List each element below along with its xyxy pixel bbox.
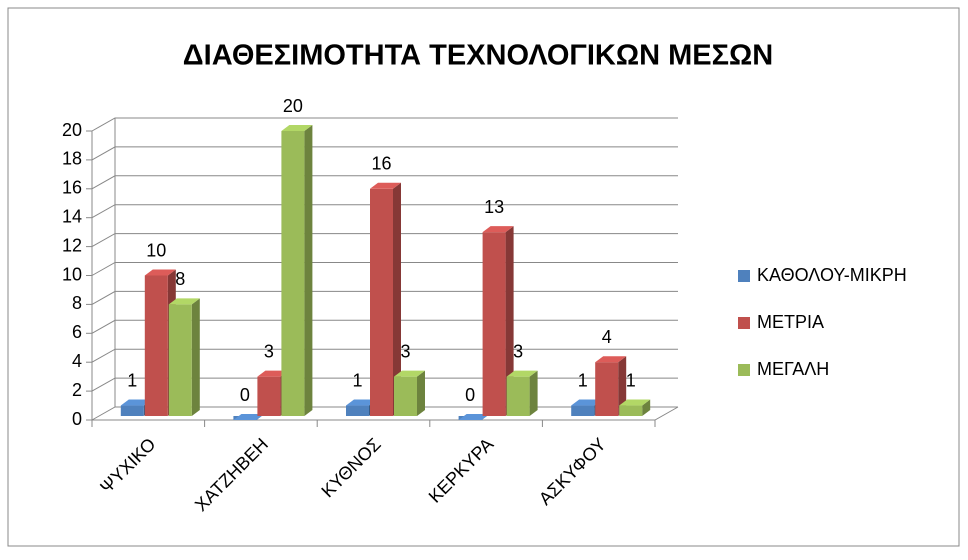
y-tick-label: 14 [62, 206, 82, 226]
bar-top [595, 356, 627, 363]
y-tick-label: 20 [62, 120, 82, 140]
bar-top [482, 226, 514, 233]
bar [595, 356, 627, 416]
bar-front [619, 405, 643, 416]
bar-top [281, 125, 313, 131]
y-tick-label: 10 [62, 264, 82, 284]
bar-top [257, 370, 289, 377]
bar-top [571, 399, 603, 406]
y-tick-label: 6 [72, 322, 82, 342]
bar-top [233, 414, 265, 420]
bar [281, 125, 313, 416]
y-tick-label: 8 [72, 293, 82, 313]
data-label: 0 [240, 385, 250, 405]
bar [370, 182, 401, 416]
y-tick-label: 12 [62, 235, 82, 255]
bar-front [168, 304, 192, 416]
bar-side [393, 182, 401, 416]
data-label: 3 [400, 341, 410, 361]
bar-front [257, 376, 281, 416]
bar-front [281, 131, 305, 416]
bar-front [144, 275, 168, 416]
legend-label: ΜΕΓΑΛΗ [757, 359, 829, 379]
bar-top [458, 414, 490, 420]
bar-top [168, 298, 200, 305]
chart-title: ΔΙΑΘΕΣΙΜΟΤΗΤΑ ΤΕΧΝΟΛΟΓΙΚΩΝ ΜΕΣΩΝ [183, 40, 773, 72]
y-tick-label: 18 [62, 149, 82, 169]
data-label: 0 [465, 385, 475, 405]
bar-top [506, 370, 538, 377]
data-label: 3 [264, 341, 274, 361]
data-label: 8 [175, 269, 185, 289]
bar-side [529, 370, 538, 416]
data-label: 1 [626, 370, 636, 390]
bar-top [394, 370, 425, 377]
bar [619, 399, 651, 416]
y-tick-label: 2 [72, 380, 82, 400]
bar-front [595, 362, 619, 416]
y-tick-label: 16 [62, 178, 82, 198]
data-label: 13 [484, 197, 504, 217]
data-label: 1 [352, 370, 362, 390]
legend-swatch [738, 364, 750, 376]
bar-side [642, 399, 651, 416]
legend-swatch [738, 270, 750, 282]
bar [506, 370, 538, 416]
bar-front [571, 405, 595, 416]
legend-swatch [738, 317, 750, 329]
data-label: 4 [602, 327, 612, 347]
data-label: 16 [371, 154, 391, 174]
bar-side [417, 370, 425, 416]
legend-label: ΚΑΘΟΛΟΥ-ΜΙΚΡΗ [757, 265, 907, 285]
bar-front [346, 405, 369, 416]
bar-front [370, 188, 393, 416]
bar-front [120, 405, 144, 416]
bar-top [370, 182, 401, 189]
bar-side [191, 298, 200, 416]
bar [394, 370, 425, 416]
bar-front [394, 376, 417, 416]
bar-side [304, 125, 313, 416]
legend-label: ΜΕΤΡΙΑ [757, 312, 824, 332]
data-label: 10 [146, 240, 166, 260]
bar [482, 226, 514, 416]
data-label: 1 [127, 370, 137, 390]
data-label: 3 [513, 341, 523, 361]
bar-side [505, 226, 514, 416]
bar-side [618, 356, 627, 416]
bar-top [619, 399, 651, 406]
data-label: 20 [283, 96, 303, 116]
y-tick-label: 4 [72, 351, 82, 371]
bar-top [120, 399, 152, 406]
bar-top [144, 269, 176, 276]
bar-top [346, 399, 377, 406]
y-tick-label: 0 [72, 409, 82, 429]
data-label: 1 [578, 370, 588, 390]
bar [168, 298, 200, 416]
bar-front [482, 232, 506, 416]
bar-front [506, 376, 530, 416]
